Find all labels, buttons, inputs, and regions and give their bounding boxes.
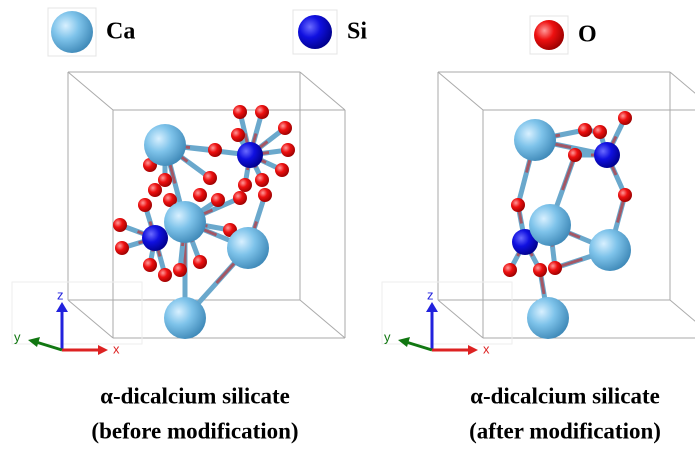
cell-edge [300,300,345,338]
unit-cell [438,72,695,338]
ca-atom [164,201,206,243]
legend-label: Si [347,19,367,45]
ca-atom [164,297,206,339]
o-atom [231,128,245,142]
caption-line: α-dicalcium silicate [100,383,290,408]
ca-atom [589,229,631,271]
o-atom [618,188,632,202]
axis-triad: z y x [12,282,142,356]
figure: Ca Si O z y x z y x α-dicalcium silicate (bef… [0,0,695,452]
x-arrow [98,345,108,355]
o-atom [193,255,207,269]
o-atom [255,173,269,187]
axis-label: x [113,341,120,356]
z-arrow [56,302,68,312]
o-atom [238,178,252,192]
o-atom [533,263,547,277]
cell-edge [68,300,113,338]
o-atom [593,125,607,139]
legend-ca-ball [51,11,93,53]
o-atom [193,188,207,202]
triad-frame [12,282,142,344]
legend-label: O [578,22,597,48]
y-axis [36,342,62,350]
o-atom [158,268,172,282]
legend: Ca Si O [48,8,597,56]
caption-line: (before modification) [91,418,298,443]
o-atom [278,121,292,135]
z-arrow [426,302,438,312]
crystal-structure: z y x [12,72,345,356]
axis-label: y [384,329,391,344]
caption-line: (after modification) [469,418,661,443]
o-atom [258,188,272,202]
legend-si-ball [298,15,332,49]
axis-triad: z y x [382,282,512,356]
o-atom [618,111,632,125]
si-atom [594,142,620,168]
ca-atom [527,297,569,339]
o-atom [211,193,225,207]
ca-atom [514,119,556,161]
o-atom [275,163,289,177]
o-atom [115,241,129,255]
caption-line: α-dicalcium silicate [470,383,660,408]
cell-edge [438,72,483,110]
o-atom [568,148,582,162]
o-atom [143,258,157,272]
ca-atom [144,124,186,166]
y-axis [406,342,432,350]
o-atom [233,105,247,119]
o-atom [173,263,187,277]
o-atom [233,191,247,205]
o-atom [503,263,517,277]
si-atom [237,142,263,168]
axis-label: z [427,287,434,302]
crystal-structure: z y x [382,72,695,356]
cell-edge [300,72,345,110]
si-atom [142,225,168,251]
o-atom [148,183,162,197]
o-atom [578,123,592,137]
cell-edge [670,72,695,110]
o-atom [208,143,222,157]
y-arrow [398,337,410,347]
axis-label: z [57,287,64,302]
o-atom [281,143,295,157]
o-atom [203,171,217,185]
x-arrow [468,345,478,355]
axis-label: y [14,329,21,344]
cell-edge [438,300,483,338]
cell-edge [670,300,695,338]
ca-atom [529,204,571,246]
y-arrow [28,337,40,347]
o-atom [255,105,269,119]
ca-atom [227,227,269,269]
o-atom [138,198,152,212]
o-atom [548,261,562,275]
legend-o-ball [534,20,564,50]
cell-edge [68,72,113,110]
legend-label: Ca [106,19,135,45]
o-atom [113,218,127,232]
o-atom [158,173,172,187]
structures: z y x z y x [12,72,695,356]
axis-label: x [483,341,490,356]
triad-frame [382,282,512,344]
o-atom [511,198,525,212]
